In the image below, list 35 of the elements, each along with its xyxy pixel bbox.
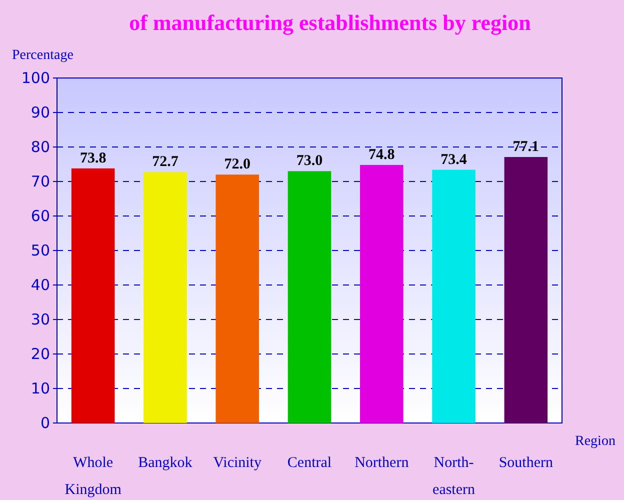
y-tick-label: 40 xyxy=(30,276,50,294)
y-tick-label: 80 xyxy=(30,138,50,156)
x-tick-label: Bangkok xyxy=(138,455,193,471)
y-tick-label: 70 xyxy=(30,172,50,190)
y-tick-label: 0 xyxy=(40,414,50,432)
bar xyxy=(144,172,187,423)
bar xyxy=(360,164,404,423)
bar xyxy=(216,174,259,423)
x-axis-title: Region xyxy=(575,434,616,449)
data-label: 74.8 xyxy=(368,146,395,163)
x-tick-label: North-eastern xyxy=(432,455,476,498)
data-label: 77.1 xyxy=(512,139,540,156)
bar xyxy=(71,168,115,423)
x-tick-label: Whole Kingdom xyxy=(64,455,122,498)
chart-title: of manufacturing establishments by region xyxy=(129,10,531,35)
data-label: 73.0 xyxy=(296,153,323,170)
data-label: 72.7 xyxy=(152,154,179,170)
y-tick-label: 90 xyxy=(30,103,50,122)
data-label: 72.0 xyxy=(224,156,250,173)
y-tick-label: 50 xyxy=(30,241,50,260)
x-tick-label: Central xyxy=(287,455,332,471)
y-tick-label: 60 xyxy=(30,206,50,225)
x-tick-label: Southern xyxy=(498,455,554,471)
data-label: 73.8 xyxy=(80,150,106,166)
bar xyxy=(432,170,476,423)
y-tick-label: 20 xyxy=(30,344,50,363)
bar xyxy=(504,157,548,423)
x-tick-label: Vicinity xyxy=(213,455,262,471)
x-tick-label: Northern xyxy=(354,455,410,471)
bar xyxy=(288,171,332,423)
y-tick-label: 100 xyxy=(21,68,50,87)
y-tick-label: 10 xyxy=(30,379,50,398)
data-label: 73.4 xyxy=(440,152,468,168)
y-axis-title: Percentage xyxy=(12,48,74,63)
y-tick-label: 30 xyxy=(30,310,50,328)
